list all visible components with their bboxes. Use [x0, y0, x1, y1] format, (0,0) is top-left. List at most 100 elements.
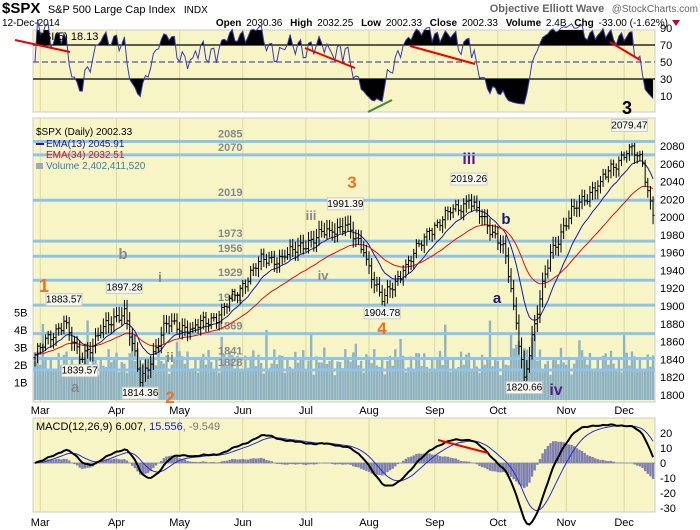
volume-bar: [396, 358, 400, 400]
down-arrow-icon: [672, 20, 680, 26]
volume-bar: [154, 365, 158, 400]
volume-bar: [199, 357, 202, 400]
volume-bar: [365, 354, 368, 400]
signal-value: 15.556: [149, 421, 183, 433]
macd-histogram-bar: [365, 463, 368, 471]
macd-histogram-bar: [99, 462, 102, 463]
price-callout: 1883.57: [45, 293, 82, 307]
macd-histogram-bar: [78, 463, 81, 468]
macd-histogram-bar: [562, 442, 565, 463]
volume-bar: [183, 363, 187, 400]
volume-bar: [557, 364, 560, 400]
high-value: 2032.25: [317, 18, 354, 29]
volume-value: 2.4B: [546, 18, 567, 29]
volume-bar: [52, 370, 55, 400]
volume-bar: [99, 359, 102, 400]
macd-histogram-bar: [533, 463, 536, 471]
volume-bar: [336, 361, 339, 400]
macd-histogram-bar: [633, 463, 636, 465]
volume-bar: [328, 360, 331, 400]
macd-histogram-bar: [446, 456, 450, 463]
volume-bar: [630, 351, 634, 400]
macd-histogram-bar: [520, 463, 523, 487]
volume-bar: [391, 365, 394, 400]
callout-label: 1991.39: [327, 199, 364, 210]
volume-bar: [128, 353, 131, 400]
macd-histogram-bar: [107, 459, 110, 463]
volume-bar: [236, 355, 239, 400]
volume-bar: [173, 359, 176, 400]
macd-histogram-bar: [65, 458, 68, 463]
x-tick-label: Oct: [489, 517, 506, 529]
volume-bar: [309, 335, 313, 400]
macd-histogram-bar: [175, 456, 179, 463]
ema13-swatch: [36, 143, 44, 145]
macd-histogram-bar: [504, 463, 507, 473]
volume-bar: [181, 356, 184, 400]
volume-bar: [636, 369, 639, 400]
price-bars: [33, 142, 655, 390]
macd-histogram-bar: [580, 450, 584, 463]
volume-bar: [375, 365, 379, 400]
volume-bar: [67, 368, 71, 400]
macd-histogram-bar: [494, 463, 497, 472]
volume-bar: [104, 367, 108, 400]
macd-histogram-bar: [488, 463, 492, 471]
wave-label: b: [501, 211, 510, 228]
volume-bar: [643, 369, 647, 400]
macd-histogram-bar: [480, 463, 484, 468]
volume-bar: [278, 355, 281, 400]
volume-bar: [651, 355, 655, 400]
macd-histogram-bar: [352, 463, 355, 467]
volume-bar: [217, 372, 221, 400]
volume-bar: [425, 366, 429, 400]
volume-bar: [604, 353, 607, 400]
volume-bar: [299, 357, 302, 400]
macd-histogram-bar: [412, 455, 415, 463]
volume-bar: [167, 373, 171, 400]
volume-bar: [94, 359, 97, 400]
macd-histogram-bar: [417, 453, 421, 463]
volume-bar: [86, 320, 89, 400]
volume-bar: [225, 366, 229, 400]
macd-histogram-bar: [373, 463, 376, 475]
x-tick-label: Apr: [108, 517, 125, 529]
volume-bar: [286, 359, 289, 400]
volume-bar: [433, 370, 436, 400]
macd-title: MACD(12,26,9): [36, 421, 112, 433]
rsi-legend: RSI(5) 18.13: [36, 31, 98, 43]
macd-histogram-bar: [131, 463, 134, 466]
volume-bar: [210, 361, 213, 400]
x-tick-label: Sep: [425, 405, 445, 417]
macd-histogram-bar: [386, 463, 389, 473]
macd-histogram-bar: [115, 458, 118, 463]
macd-histogram-bar: [281, 463, 284, 465]
volume-bar: [415, 353, 418, 400]
macd-histogram-bar: [228, 459, 231, 463]
volume-bar: [467, 352, 471, 400]
macd-histogram-bar: [604, 460, 607, 463]
volume-bar: [149, 359, 152, 400]
macd-histogram-bar: [217, 462, 221, 463]
price-tick-label: 2060: [660, 159, 684, 171]
volume-bar: [488, 320, 492, 400]
macd-histogram-bar: [254, 458, 258, 463]
x-tick-label: Mar: [31, 517, 50, 529]
volume-bar: [96, 374, 100, 400]
volume-bar: [533, 331, 536, 400]
volume-bar: [454, 369, 457, 400]
macd-histogram-bar: [225, 460, 229, 463]
macd-histogram-bar: [391, 463, 394, 469]
volume-bar: [60, 365, 63, 400]
volume-bar: [462, 364, 465, 400]
macd-histogram-bar: [486, 463, 489, 470]
volume-axis: 5B 4B 3B 2B 1B: [14, 308, 27, 390]
macd-histogram-bar: [649, 463, 652, 477]
macd-histogram-bar: [296, 463, 300, 465]
macd-legend-title: MACD(12,26,9) 6.007, 15.556, -9.549: [36, 421, 220, 433]
macd-histogram-bar: [62, 458, 66, 463]
volume-bar: [491, 366, 494, 400]
macd-histogram-bar: [583, 452, 586, 463]
macd-series: [33, 423, 655, 526]
macd-histogram-bar: [312, 463, 315, 465]
